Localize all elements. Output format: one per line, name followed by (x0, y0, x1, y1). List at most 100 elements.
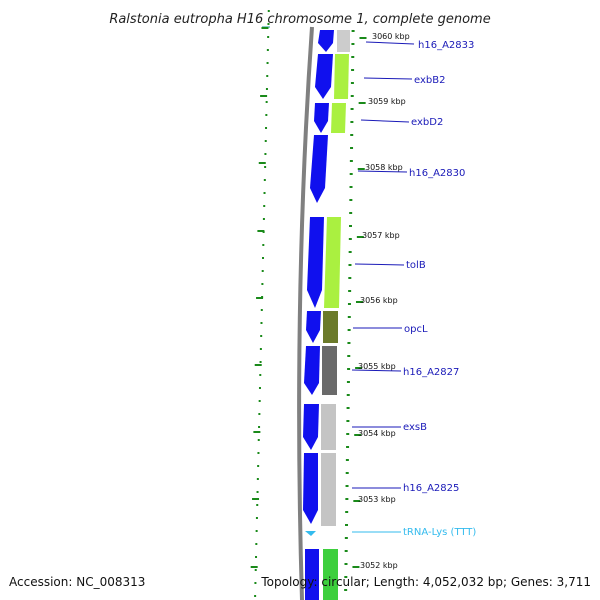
gene-label[interactable]: exsB (403, 422, 427, 433)
tick-dot (258, 387, 261, 389)
gene-arrow-exsb[interactable] (303, 404, 319, 450)
tick-dot (260, 335, 263, 337)
tick-dot (256, 491, 259, 493)
gene-label[interactable]: exbD2 (411, 117, 443, 128)
tick-dot (266, 75, 269, 77)
gene-label[interactable]: exbB2 (414, 75, 445, 86)
tick-dot (257, 452, 260, 454)
leader-line-exbd2 (360, 119, 410, 123)
gene-label[interactable]: tRNA-Lys (TTT) (403, 527, 476, 538)
gene-arrow-exbb2[interactable] (315, 54, 333, 99)
tick-dash (260, 95, 268, 97)
tick-dot (267, 10, 270, 12)
cog-bar-exsb (321, 404, 336, 450)
tick-dot (350, 121, 354, 123)
tick-dot (264, 140, 267, 142)
tick-dot (347, 355, 351, 357)
tick-dash (258, 162, 266, 164)
tick-dot (260, 309, 263, 311)
tick-dash (353, 500, 361, 502)
kbp-ruler: 3060 kbp 3059 kbp 3058 kbp 3057 kbp 3056… (358, 32, 410, 570)
gene-arrow-h16-a2827[interactable] (304, 346, 320, 395)
tick-dot (348, 277, 352, 279)
gene-label[interactable]: tolB (406, 260, 426, 271)
tick-dot (265, 101, 268, 103)
gene-label[interactable]: h16_A2833 (418, 40, 474, 51)
kbp-label: 3056 kbp (360, 296, 398, 305)
gene-label[interactable]: h16_A2827 (403, 367, 459, 378)
tick-dash (253, 431, 261, 433)
tick-dot (349, 173, 353, 175)
gene-leader-lines (351, 41, 415, 533)
gene-arrow-opcl[interactable] (306, 311, 321, 343)
cog-bar-h16-a2825 (321, 453, 336, 526)
tick-dot (346, 433, 350, 435)
tick-dot (258, 413, 261, 415)
tick-dot (347, 342, 351, 344)
tick-dot (346, 407, 350, 409)
tick-dot (346, 394, 350, 396)
tick-dot (264, 153, 267, 155)
tick-dot (345, 485, 349, 487)
tick-dot (349, 160, 353, 162)
gene-label[interactable]: h16_A2825 (403, 483, 459, 494)
tick-dot (262, 218, 265, 220)
tick-dot (259, 361, 262, 363)
chromosome-backbone (297, 26, 314, 600)
tick-dot (344, 576, 348, 578)
tick-dot (255, 556, 258, 558)
tick-dot (351, 43, 355, 45)
tick-dot (347, 329, 351, 331)
tick-dot (344, 537, 348, 539)
tick-dot (345, 459, 349, 461)
trna-arrow-lys[interactable] (305, 531, 316, 536)
tick-dot (267, 23, 270, 25)
tick-dot (254, 569, 257, 571)
left-tick-column (250, 10, 270, 597)
tick-dot (347, 316, 351, 318)
gene-arrow-exbd2[interactable] (314, 103, 329, 133)
tick-dash (261, 27, 269, 29)
cog-bar-opcl (323, 311, 338, 343)
tick-dash (354, 434, 362, 436)
tick-dash (357, 168, 365, 170)
right-tick-column (344, 30, 367, 591)
tick-dot (263, 192, 266, 194)
tick-dot (255, 517, 258, 519)
accession-text: Accession: NC_008313 (9, 575, 145, 589)
gene-label[interactable]: opcL (404, 324, 428, 335)
gene-arrow-h16-a2833[interactable] (318, 30, 334, 52)
tick-dot (345, 472, 349, 474)
tick-dash (358, 102, 366, 104)
tick-dash (254, 364, 262, 366)
tick-dot (345, 511, 349, 513)
gene-arrow-tolb[interactable] (307, 217, 324, 308)
tick-dot (254, 595, 257, 597)
tick-dot (256, 504, 259, 506)
tick-dot (344, 550, 348, 552)
tick-dot (345, 524, 349, 526)
gene-label[interactable]: h16_A2830 (409, 168, 465, 179)
tick-dot (266, 62, 269, 64)
tick-dot (265, 114, 268, 116)
gene-arrow-bottom[interactable] (305, 549, 319, 600)
cog-bar-exbd2 (331, 103, 346, 133)
tick-dot (346, 381, 350, 383)
tick-dot (259, 348, 262, 350)
tick-dash (252, 498, 260, 500)
map-title: Ralstonia eutropha H16 chromosome 1, com… (109, 12, 490, 27)
tick-dot (258, 400, 261, 402)
tick-dot (349, 212, 353, 214)
tick-dot (350, 108, 354, 110)
tick-dot (349, 199, 353, 201)
tick-dot (350, 134, 354, 136)
leader-line-h16-a2830 (357, 170, 408, 173)
tick-dot (349, 225, 352, 227)
tick-dash (355, 301, 363, 303)
cog-color-column (321, 30, 350, 600)
tick-dot (263, 205, 266, 207)
tick-dot (266, 49, 269, 51)
gene-arrow-h16-a2830[interactable] (310, 135, 328, 203)
tick-dot (345, 498, 349, 500)
gene-arrow-h16-a2825[interactable] (303, 453, 318, 524)
